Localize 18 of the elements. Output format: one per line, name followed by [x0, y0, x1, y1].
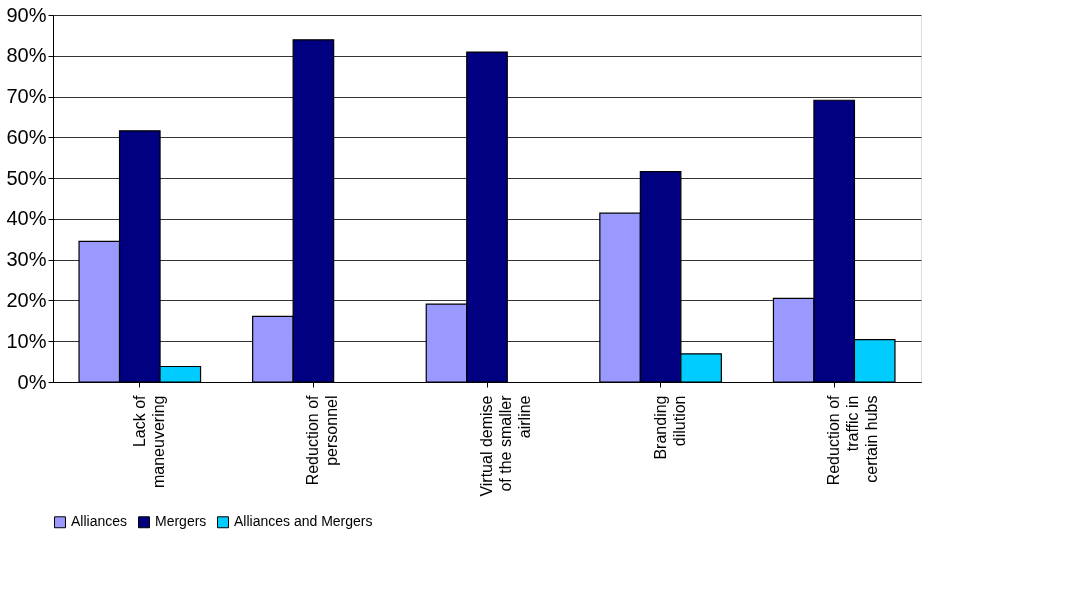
x-tick-label: Lack of maneuvering [130, 394, 167, 488]
y-tick-label: 80% [6, 44, 47, 67]
y-tick-label: 90% [6, 3, 47, 26]
y-tick-label: 50% [6, 166, 47, 189]
y-tick-label: 40% [6, 207, 47, 230]
y-tick-label: 30% [6, 248, 47, 271]
y-tick-label: 60% [6, 125, 47, 148]
x-tick-label: Virtual demise of the smaller airline [478, 394, 533, 497]
y-tick-label: 70% [6, 85, 47, 108]
x-tick-label: Reduction of personnel [304, 394, 341, 486]
y-tick-label: 10% [6, 329, 47, 352]
legend-label: Alliances [71, 513, 128, 530]
x-tick-label: Reduction of traffic in certain hubs [825, 394, 881, 486]
legend-label: Mergers [155, 513, 207, 530]
y-tick-label: 20% [6, 288, 47, 311]
x-tick-label: Branding dilution [651, 395, 688, 460]
legend-label: Alliances and Mergers [234, 513, 373, 530]
y-tick-label: 0% [17, 370, 47, 393]
